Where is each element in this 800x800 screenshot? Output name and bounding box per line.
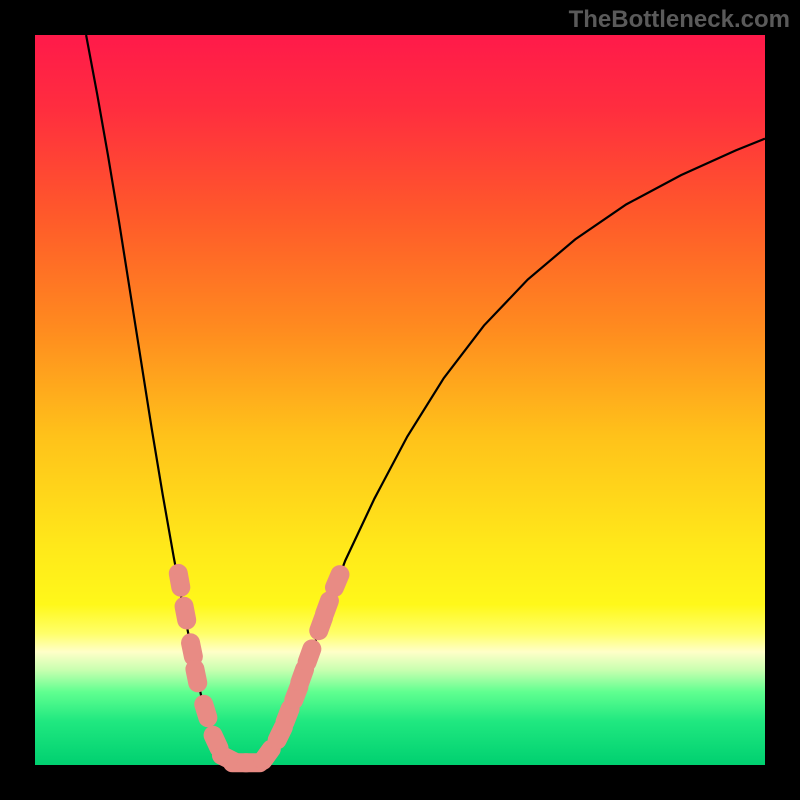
marker-left xyxy=(193,693,220,729)
marker-left xyxy=(168,563,191,598)
marker-left xyxy=(184,658,208,693)
chart-svg-overlay xyxy=(0,0,800,800)
marker-left xyxy=(174,596,198,631)
chart-container: TheBottleneck.com xyxy=(0,0,800,800)
watermark-text: TheBottleneck.com xyxy=(569,6,790,34)
